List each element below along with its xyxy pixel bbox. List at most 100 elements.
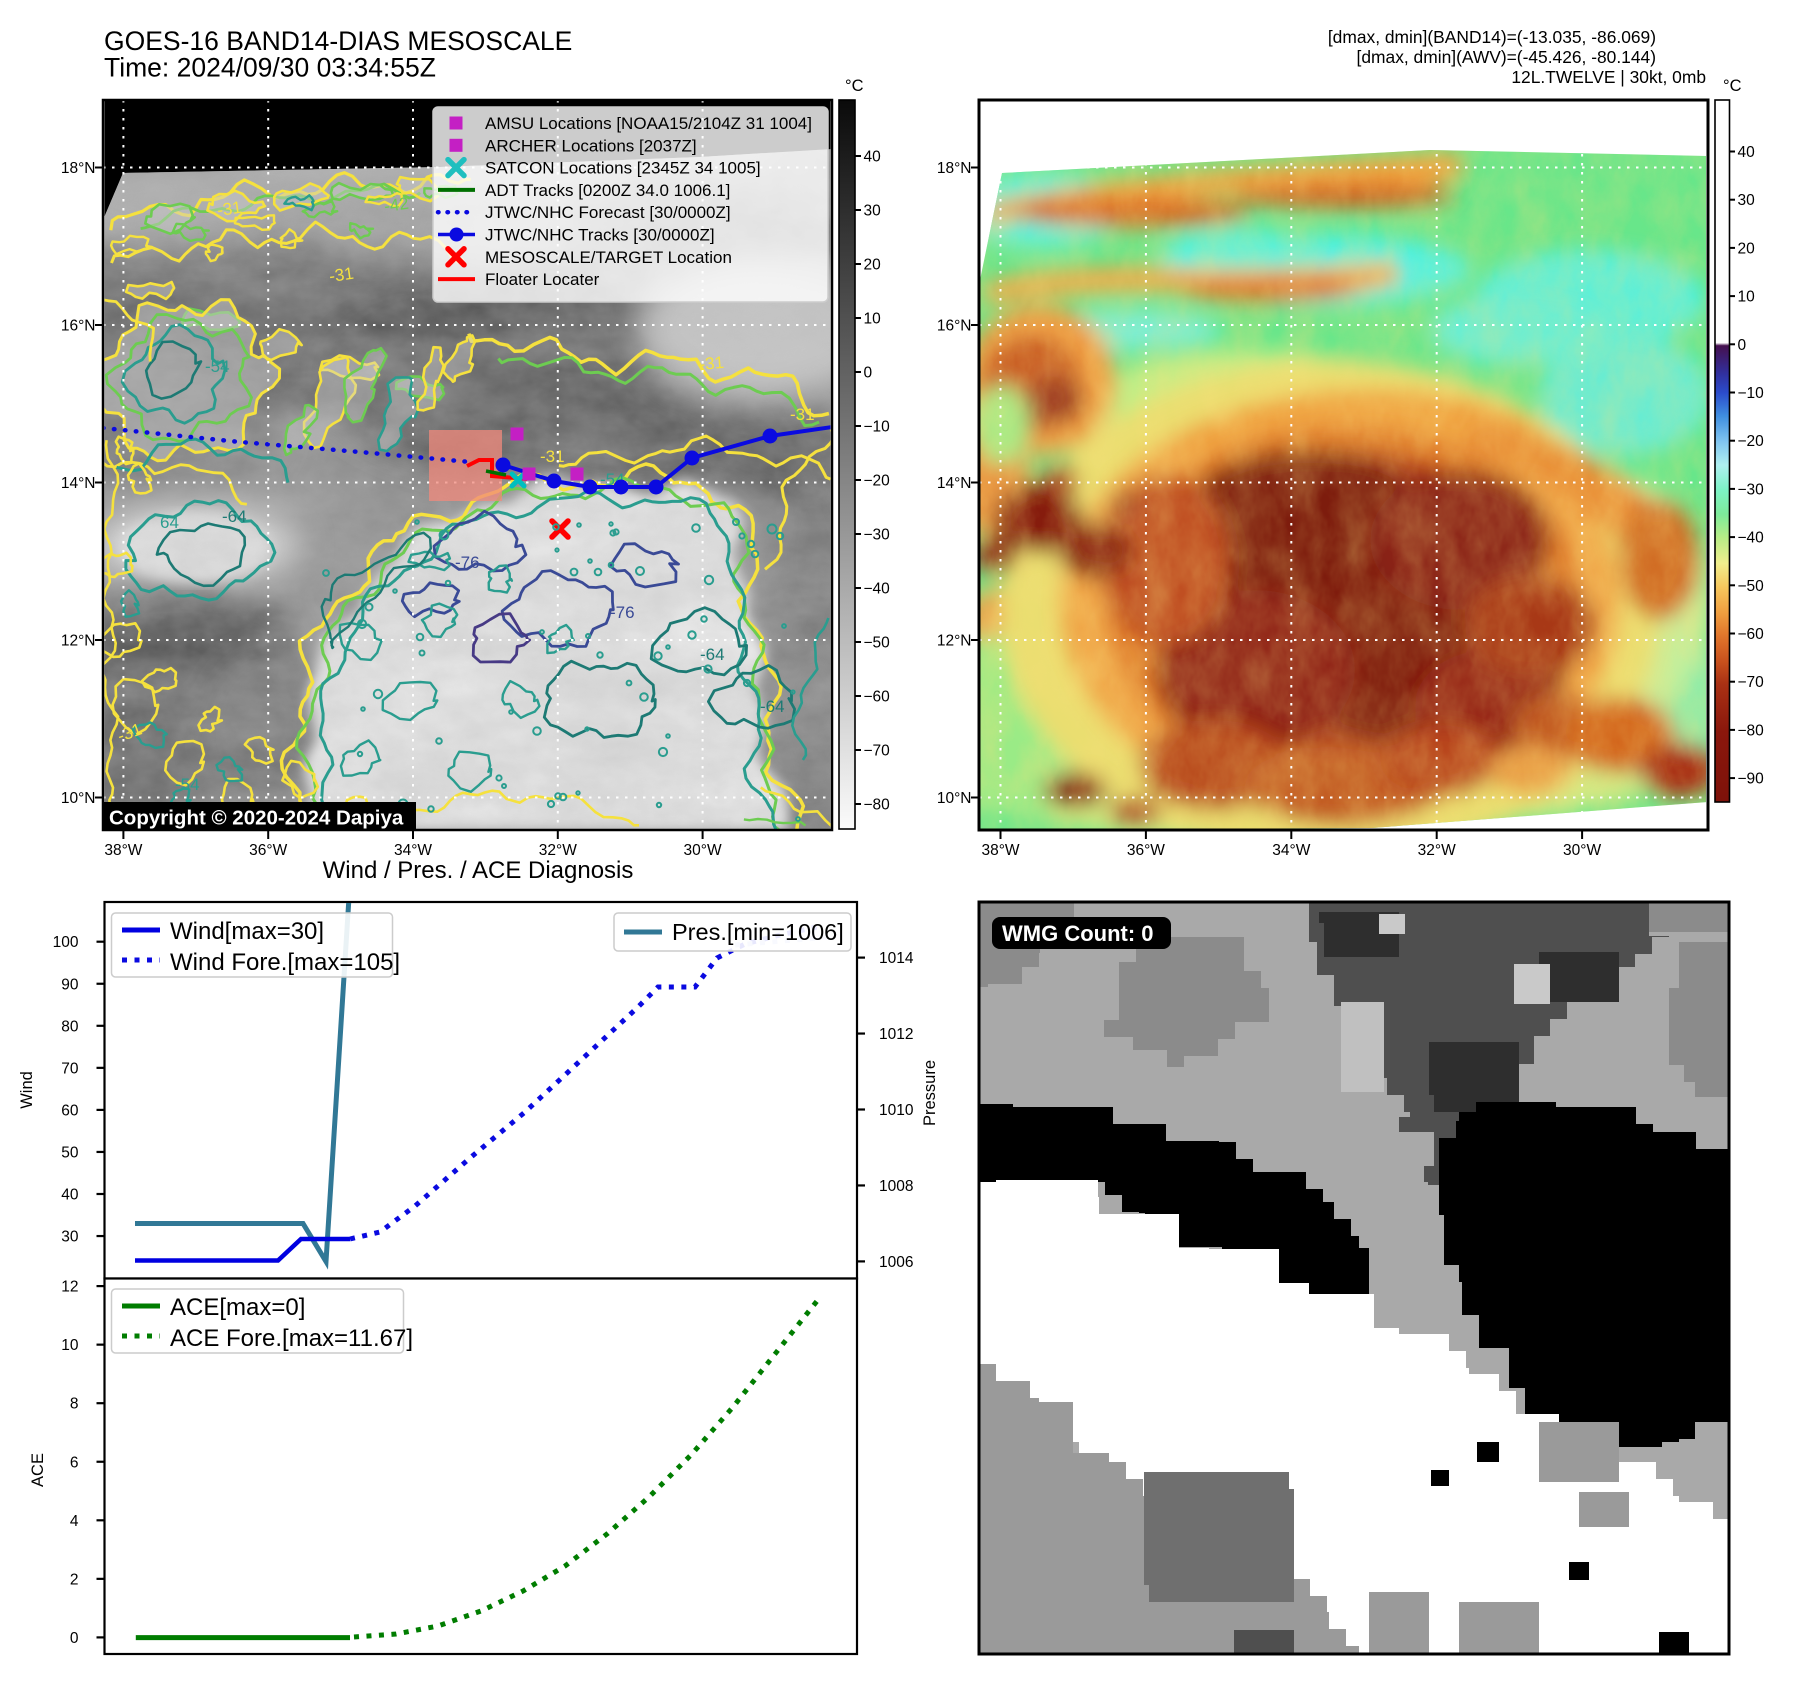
svg-text:30: 30 (61, 1229, 79, 1246)
svg-text:18°N: 18°N (937, 160, 972, 177)
svg-text:10: 10 (864, 311, 882, 328)
svg-text:60: 60 (61, 1102, 79, 1119)
svg-text:-64: -64 (700, 645, 725, 664)
svg-text:−70: −70 (1738, 674, 1765, 691)
svg-text:12°N: 12°N (61, 633, 96, 650)
svg-text:AMSU Locations [NOAA15/2104Z 3: AMSU Locations [NOAA15/2104Z 31 1004] (485, 114, 812, 133)
svg-text:Time: 2024/09/30 03:34:55Z: Time: 2024/09/30 03:34:55Z (104, 53, 436, 83)
svg-text:JTWC/NHC Tracks [30/0000Z]: JTWC/NHC Tracks [30/0000Z] (485, 226, 715, 245)
svg-text:12°N: 12°N (937, 633, 972, 650)
svg-text:36°W: 36°W (249, 842, 287, 859)
svg-text:-31: -31 (699, 353, 725, 374)
svg-text:12: 12 (61, 1279, 78, 1296)
svg-text:40: 40 (1738, 144, 1756, 161)
svg-text:-64: -64 (222, 507, 247, 526)
svg-text:34°W: 34°W (1272, 842, 1310, 859)
svg-text:30: 30 (1738, 192, 1756, 209)
svg-text:16°N: 16°N (61, 318, 96, 335)
svg-text:−20: −20 (1738, 433, 1765, 450)
svg-text:-64: -64 (760, 697, 785, 716)
svg-text:30°W: 30°W (1563, 842, 1601, 859)
svg-text:−10: −10 (864, 419, 891, 436)
svg-text:18°N: 18°N (61, 160, 96, 177)
svg-text:64: 64 (160, 513, 179, 532)
svg-text:-42: -42 (383, 194, 410, 216)
svg-text:−30: −30 (864, 527, 891, 544)
svg-text:32°W: 32°W (539, 842, 577, 859)
svg-text:10°N: 10°N (937, 790, 972, 807)
svg-text:0: 0 (70, 1630, 79, 1647)
svg-text:−30: −30 (1738, 481, 1765, 498)
svg-text:Copyright © 2020-2024 Dapiya: Copyright © 2020-2024 Dapiya (109, 807, 404, 830)
svg-text:10: 10 (61, 1337, 79, 1354)
svg-text:GOES-16 BAND14-DIAS MESOSCALE: GOES-16 BAND14-DIAS MESOSCALE (104, 26, 572, 56)
svg-text:-54: -54 (205, 357, 230, 376)
svg-text:−60: −60 (1738, 626, 1765, 643)
svg-text:14°N: 14°N (937, 475, 972, 492)
svg-text:40: 40 (864, 149, 882, 166)
svg-text:Pres.[min=1006]: Pres.[min=1006] (672, 919, 844, 945)
svg-text:Wind: Wind (18, 1071, 36, 1109)
svg-text:20: 20 (1738, 240, 1756, 257)
svg-text:−40: −40 (864, 581, 891, 598)
svg-text:−40: −40 (1738, 530, 1765, 547)
svg-text:ACE Fore.[max=11.67]: ACE Fore.[max=11.67] (170, 1325, 413, 1352)
svg-text:34°W: 34°W (394, 842, 432, 859)
svg-text:50: 50 (61, 1144, 79, 1161)
svg-text:12L.TWELVE | 30kt, 0mb: 12L.TWELVE | 30kt, 0mb (1511, 67, 1706, 87)
svg-text:ACE[max=0]: ACE[max=0] (170, 1294, 305, 1321)
svg-text:Wind Fore.[max=105]: Wind Fore.[max=105] (170, 949, 400, 976)
svg-text:−20: −20 (864, 473, 891, 490)
svg-text:Wind[max=30]: Wind[max=30] (170, 918, 324, 945)
svg-text:°C: °C (1723, 77, 1742, 95)
svg-text:ADT Tracks [0200Z 34.0 1006.1]: ADT Tracks [0200Z 34.0 1006.1] (485, 181, 730, 200)
svg-text:0: 0 (1738, 337, 1747, 354)
svg-text:JTWC/NHC Forecast [30/0000Z]: JTWC/NHC Forecast [30/0000Z] (485, 203, 731, 222)
svg-text:-76: -76 (610, 603, 635, 622)
svg-text:38°W: 38°W (981, 842, 1019, 859)
svg-text:°C: °C (845, 77, 864, 95)
svg-text:−90: −90 (1738, 771, 1765, 788)
svg-text:70: 70 (61, 1060, 79, 1077)
svg-text:10°N: 10°N (61, 790, 96, 807)
svg-text:-54: -54 (175, 775, 200, 794)
svg-text:40: 40 (61, 1187, 79, 1204)
svg-text:1012: 1012 (879, 1026, 913, 1043)
svg-text:WMG Count: 0: WMG Count: 0 (1002, 921, 1154, 946)
svg-text:1006: 1006 (879, 1254, 913, 1271)
svg-text:6: 6 (70, 1454, 79, 1471)
svg-text:-31: -31 (328, 264, 355, 286)
svg-text:4: 4 (70, 1513, 79, 1530)
svg-text:2: 2 (70, 1571, 79, 1588)
svg-text:-31: -31 (216, 198, 243, 220)
svg-text:−10: −10 (1738, 385, 1765, 402)
svg-text:−80: −80 (864, 797, 891, 814)
svg-text:−50: −50 (864, 635, 891, 652)
svg-text:30: 30 (864, 203, 882, 220)
svg-text:[dmax, dmin](AWV)=(-45.426, -8: [dmax, dmin](AWV)=(-45.426, -80.144) (1357, 47, 1656, 67)
svg-text:90: 90 (61, 976, 79, 993)
svg-text:MESOSCALE/TARGET Location: MESOSCALE/TARGET Location (485, 248, 732, 267)
svg-text:−60: −60 (864, 689, 891, 706)
svg-text:1008: 1008 (879, 1178, 913, 1195)
svg-text:10: 10 (1738, 289, 1756, 306)
svg-text:32°W: 32°W (1418, 842, 1456, 859)
svg-text:38°W: 38°W (104, 842, 142, 859)
svg-text:−80: −80 (1738, 722, 1765, 739)
svg-text:[dmax, dmin](BAND14)=(-13.035,: [dmax, dmin](BAND14)=(-13.035, -86.069) (1328, 27, 1656, 47)
svg-text:0: 0 (864, 365, 873, 382)
svg-text:8: 8 (70, 1396, 79, 1413)
svg-text:30°W: 30°W (684, 842, 722, 859)
svg-text:ARCHER Locations [2037Z]: ARCHER Locations [2037Z] (485, 136, 697, 155)
svg-text:80: 80 (61, 1018, 79, 1035)
svg-text:14°N: 14°N (61, 475, 96, 492)
svg-text:-31: -31 (790, 405, 815, 424)
svg-text:-76: -76 (455, 553, 480, 572)
svg-text:36°W: 36°W (1127, 842, 1165, 859)
svg-text:Pressure: Pressure (921, 1060, 939, 1126)
svg-text:−50: −50 (1738, 578, 1765, 595)
svg-text:−70: −70 (864, 743, 891, 760)
svg-text:100: 100 (53, 934, 79, 951)
svg-text:-31: -31 (540, 447, 565, 466)
svg-text:Wind / Pres. / ACE Diagnosis: Wind / Pres. / ACE Diagnosis (323, 857, 634, 884)
